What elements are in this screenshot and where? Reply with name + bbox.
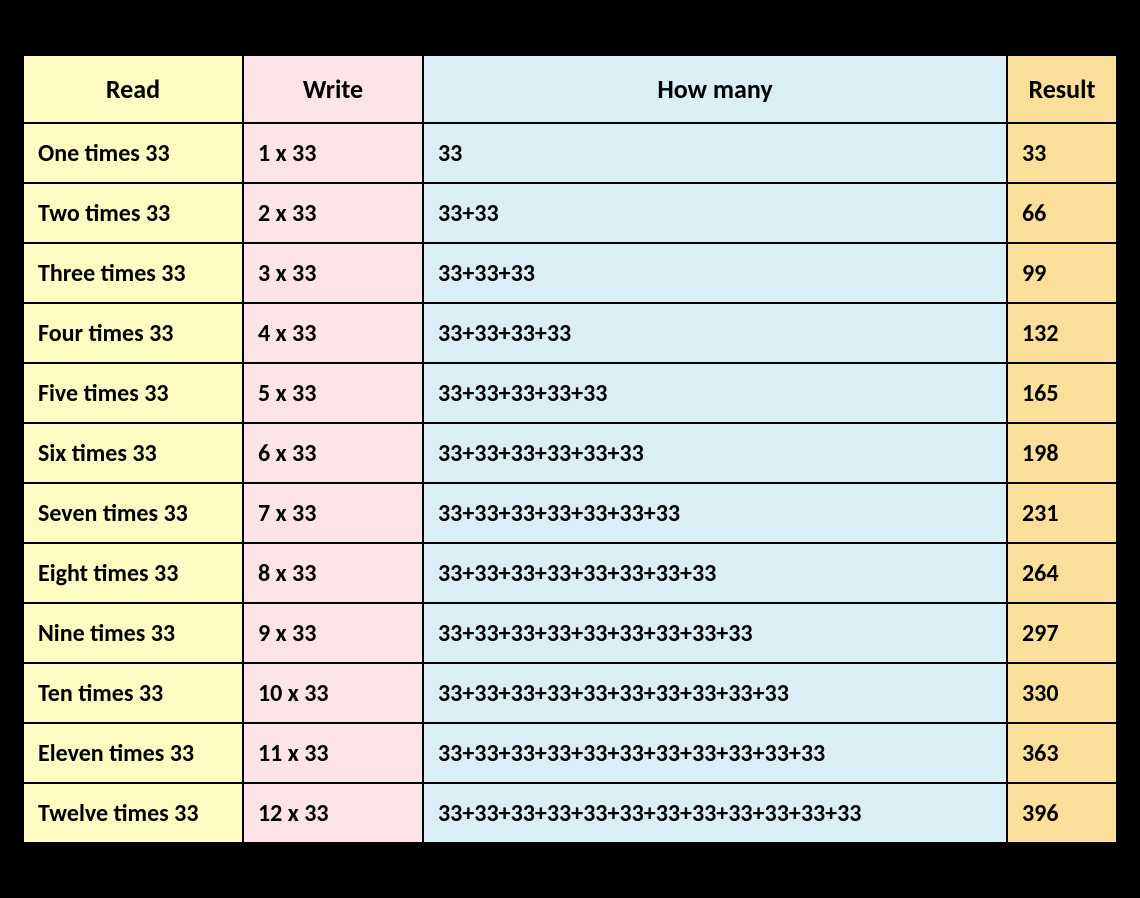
cell-howmany: 33+33+33+33+33 (423, 363, 1007, 423)
cell-howmany: 33+33+33+33+33+33+33 (423, 483, 1007, 543)
cell-howmany: 33+33+33+33+33+33+33+33+33+33+33 (423, 723, 1007, 783)
cell-result: 330 (1007, 663, 1117, 723)
cell-result: 396 (1007, 783, 1117, 843)
cell-howmany: 33+33+33+33+33+33+33+33 (423, 543, 1007, 603)
cell-write: 6 x 33 (243, 423, 423, 483)
col-header-howmany: How many (423, 55, 1007, 123)
cell-howmany: 33+33+33+33+33+33 (423, 423, 1007, 483)
cell-read: Eight times 33 (23, 543, 243, 603)
cell-howmany: 33+33+33+33+33+33+33+33+33+33+33+33 (423, 783, 1007, 843)
table-row: Seven times 33 7 x 33 33+33+33+33+33+33+… (23, 483, 1117, 543)
cell-result: 297 (1007, 603, 1117, 663)
cell-read: Five times 33 (23, 363, 243, 423)
table-container: Read Write How many Result One times 33 … (0, 24, 1140, 874)
cell-howmany: 33+33+33+33+33+33+33+33+33+33 (423, 663, 1007, 723)
cell-write: 3 x 33 (243, 243, 423, 303)
cell-result: 33 (1007, 123, 1117, 183)
cell-result: 66 (1007, 183, 1117, 243)
cell-write: 7 x 33 (243, 483, 423, 543)
cell-read: Two times 33 (23, 183, 243, 243)
table-row: Nine times 33 9 x 33 33+33+33+33+33+33+3… (23, 603, 1117, 663)
cell-write: 5 x 33 (243, 363, 423, 423)
cell-read: Twelve times 33 (23, 783, 243, 843)
table-row: Four times 33 4 x 33 33+33+33+33 132 (23, 303, 1117, 363)
cell-result: 231 (1007, 483, 1117, 543)
cell-result: 165 (1007, 363, 1117, 423)
cell-write: 11 x 33 (243, 723, 423, 783)
col-header-result: Result (1007, 55, 1117, 123)
table-row: Eight times 33 8 x 33 33+33+33+33+33+33+… (23, 543, 1117, 603)
cell-howmany: 33+33+33 (423, 243, 1007, 303)
cell-write: 1 x 33 (243, 123, 423, 183)
col-header-write: Write (243, 55, 423, 123)
table-row: Ten times 33 10 x 33 33+33+33+33+33+33+3… (23, 663, 1117, 723)
cell-read: One times 33 (23, 123, 243, 183)
col-header-read: Read (23, 55, 243, 123)
multiplication-table: Read Write How many Result One times 33 … (22, 54, 1118, 844)
cell-read: Seven times 33 (23, 483, 243, 543)
cell-howmany: 33 (423, 123, 1007, 183)
cell-result: 363 (1007, 723, 1117, 783)
cell-write: 12 x 33 (243, 783, 423, 843)
cell-write: 2 x 33 (243, 183, 423, 243)
cell-read: Eleven times 33 (23, 723, 243, 783)
cell-result: 132 (1007, 303, 1117, 363)
cell-read: Four times 33 (23, 303, 243, 363)
table-row: Twelve times 33 12 x 33 33+33+33+33+33+3… (23, 783, 1117, 843)
cell-result: 264 (1007, 543, 1117, 603)
cell-read: Ten times 33 (23, 663, 243, 723)
cell-howmany: 33+33+33+33+33+33+33+33+33 (423, 603, 1007, 663)
cell-write: 10 x 33 (243, 663, 423, 723)
cell-howmany: 33+33+33+33 (423, 303, 1007, 363)
cell-result: 99 (1007, 243, 1117, 303)
table-row: Five times 33 5 x 33 33+33+33+33+33 165 (23, 363, 1117, 423)
cell-read: Six times 33 (23, 423, 243, 483)
cell-result: 198 (1007, 423, 1117, 483)
table-body: One times 33 1 x 33 33 33 Two times 33 2… (23, 123, 1117, 843)
table-row: One times 33 1 x 33 33 33 (23, 123, 1117, 183)
cell-write: 9 x 33 (243, 603, 423, 663)
table-row: Three times 33 3 x 33 33+33+33 99 (23, 243, 1117, 303)
cell-read: Three times 33 (23, 243, 243, 303)
table-row: Two times 33 2 x 33 33+33 66 (23, 183, 1117, 243)
table-row: Six times 33 6 x 33 33+33+33+33+33+33 19… (23, 423, 1117, 483)
cell-write: 4 x 33 (243, 303, 423, 363)
cell-howmany: 33+33 (423, 183, 1007, 243)
table-row: Eleven times 33 11 x 33 33+33+33+33+33+3… (23, 723, 1117, 783)
table-header-row: Read Write How many Result (23, 55, 1117, 123)
cell-write: 8 x 33 (243, 543, 423, 603)
cell-read: Nine times 33 (23, 603, 243, 663)
